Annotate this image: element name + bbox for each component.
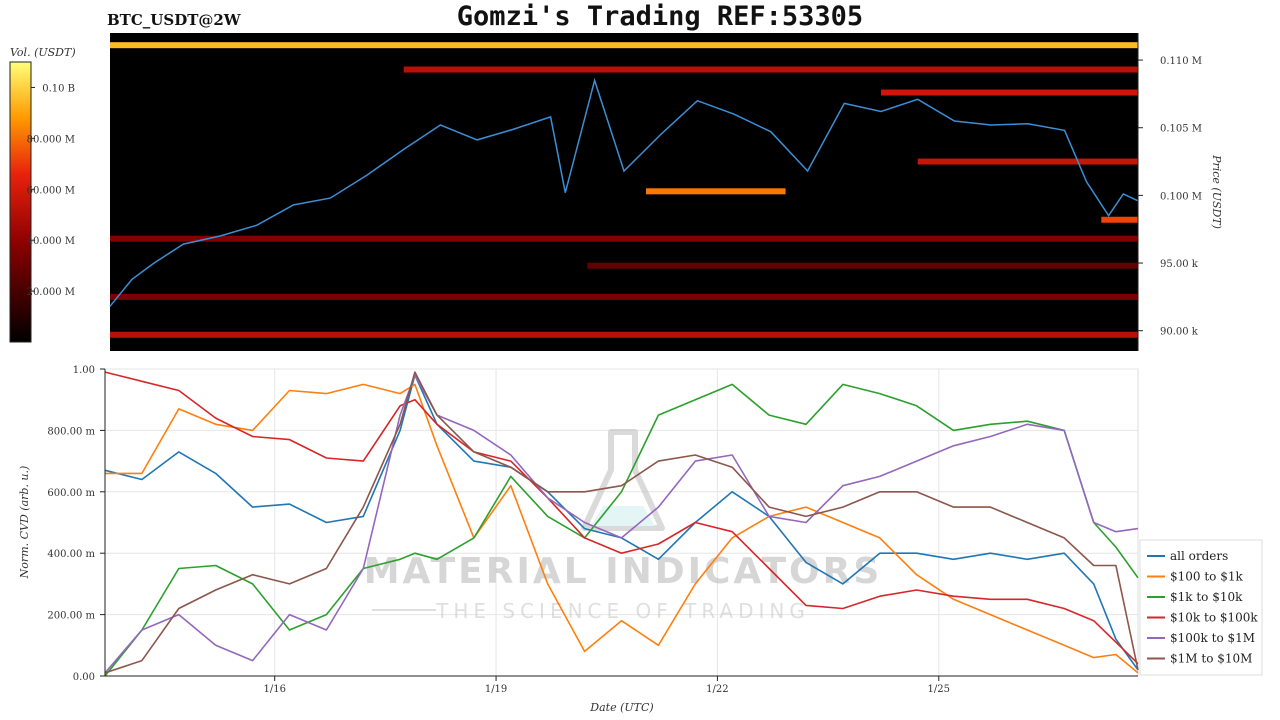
cvd-y-tick-label: 400.00 m (47, 549, 95, 560)
colorbar: Vol. (USDT) 0.10 B 80.000 M 60.000 M 40.000… (9, 46, 76, 343)
price-axis-label: Price (USDT) (1210, 154, 1223, 229)
legend: all orders $100 to $1k $1k to $10k $10k to … (1139, 539, 1263, 676)
heatmap-band (881, 89, 1138, 96)
colorbar-label: Vol. (USDT) (10, 46, 76, 59)
legend-label: $100k to $1M (1170, 631, 1255, 645)
cvd-x-tick-label: 1/22 (706, 684, 728, 695)
price-tick-label: 0.105 M (1160, 124, 1202, 135)
price-tick-label: 0.100 M (1160, 191, 1202, 202)
heatmap-panel: 0.110 M 0.105 M 0.100 M 95.00 k 90.00 k Pric… (109, 33, 1223, 351)
colorbar-gradient (9, 61, 32, 343)
legend-label: $1k to $10k (1170, 590, 1243, 604)
colorbar-tick-label: 40.000 M (27, 236, 75, 247)
price-line (109, 77, 1139, 307)
heatmap-band (1101, 216, 1138, 223)
heatmap-band (917, 158, 1138, 165)
price-tick-label: 0.110 M (1160, 56, 1202, 67)
cvd-series-line (104, 371, 1139, 665)
heatmap-band (403, 66, 1138, 73)
cvd-y-tick-label: 800.00 m (47, 426, 95, 437)
heatmap-band (110, 331, 1138, 338)
legend-label: $1M to $10M (1170, 652, 1252, 666)
symbol-label: BTC_USDT@2W (107, 11, 242, 29)
heatmap-background (110, 33, 1138, 351)
cvd-series-line (104, 371, 1139, 674)
cvd-y-tick-label: 1.00 (73, 365, 95, 376)
page-title: Gomzi's Trading REF:53305 (457, 1, 863, 32)
heatmap-band (646, 188, 786, 195)
legend-box (1139, 539, 1263, 676)
cvd-y-axis-label: Norm. CVD (arb. u.) (18, 466, 31, 580)
colorbar-tick-label: 60.000 M (27, 185, 75, 196)
cvd-y-tick-label: 200.00 m (47, 611, 95, 622)
colorbar-tick-label: 20.000 M (27, 287, 75, 298)
heatmap-band (110, 42, 1138, 49)
cvd-series-line (104, 374, 1139, 674)
cvd-x-tick-label: 1/25 (928, 684, 950, 695)
legend-label: $10k to $100k (1170, 611, 1258, 625)
cvd-series-line (105, 383, 1139, 674)
colorbar-tick-label: 80.000 M (27, 134, 75, 145)
cvd-y-tick-label: 0.00 (73, 672, 95, 683)
cvd-y-tick-label: 600.00 m (47, 488, 95, 499)
heatmap-band (587, 262, 1138, 269)
heatmap-band (110, 235, 1138, 242)
watermark-subtitle: THE SCIENCE OF TRADING (435, 599, 810, 623)
watermark-title: MATERIAL INDICATORS (364, 551, 883, 592)
cvd-x-axis-label: Date (UTC) (589, 701, 653, 714)
cvd-x-tick-label: 1/16 (263, 684, 285, 695)
watermark: MATERIAL INDICATORS THE SCIENCE OF TRADI… (364, 429, 883, 623)
cvd-panel: MATERIAL INDICATORS THE SCIENCE OF TRADI… (18, 365, 1263, 714)
legend-label: $100 to $1k (1170, 570, 1243, 584)
cvd-x-tick-label: 1/19 (485, 684, 507, 695)
legend-label: all orders (1170, 549, 1228, 563)
price-tick-label: 90.00 k (1160, 327, 1199, 338)
price-tick-label: 95.00 k (1160, 259, 1199, 270)
colorbar-tick-label: 0.10 B (42, 83, 75, 94)
cvd-series-line (104, 383, 1139, 677)
heatmap-band (110, 293, 1138, 300)
